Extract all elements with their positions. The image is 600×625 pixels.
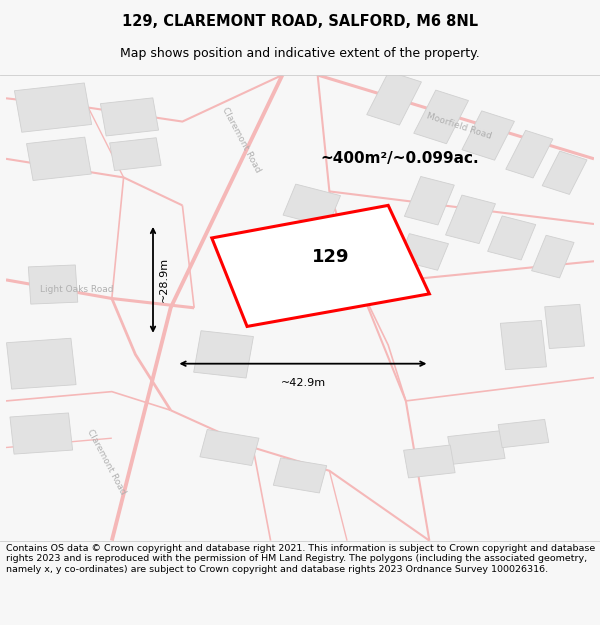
Text: 129, CLAREMONT ROAD, SALFORD, M6 8NL: 129, CLAREMONT ROAD, SALFORD, M6 8NL [122,14,478,29]
Polygon shape [367,71,421,125]
Text: Moorfield Road: Moorfield Road [425,111,493,141]
Polygon shape [28,265,78,304]
Polygon shape [500,321,547,369]
Text: Claremont Road: Claremont Road [220,106,262,174]
Text: Map shows position and indicative extent of the property.: Map shows position and indicative extent… [120,48,480,61]
Polygon shape [100,98,158,136]
Text: Claremont Road: Claremont Road [85,428,127,496]
Text: ~400m²/~0.099ac.: ~400m²/~0.099ac. [320,151,479,166]
Polygon shape [446,195,496,244]
Polygon shape [26,137,91,181]
Polygon shape [404,445,455,478]
Polygon shape [404,176,454,225]
Polygon shape [498,419,549,447]
Polygon shape [542,151,587,194]
Polygon shape [448,431,505,464]
Polygon shape [346,211,395,247]
Text: 129: 129 [312,248,350,266]
Text: ~28.9m: ~28.9m [159,258,169,302]
Polygon shape [414,90,469,144]
Polygon shape [488,216,536,260]
Text: Contains OS data © Crown copyright and database right 2021. This information is : Contains OS data © Crown copyright and d… [6,544,595,574]
Polygon shape [10,413,73,454]
Polygon shape [283,184,340,227]
Polygon shape [14,83,92,132]
Polygon shape [398,234,449,270]
Polygon shape [545,304,584,349]
Text: ~42.9m: ~42.9m [280,378,326,388]
Polygon shape [506,131,553,178]
Polygon shape [194,331,253,378]
Polygon shape [532,235,574,278]
Polygon shape [212,206,430,326]
Polygon shape [200,429,259,466]
Polygon shape [274,458,326,493]
Polygon shape [110,138,161,171]
Polygon shape [7,338,76,389]
Text: Light Oaks Road: Light Oaks Road [40,285,113,294]
Polygon shape [462,111,514,160]
